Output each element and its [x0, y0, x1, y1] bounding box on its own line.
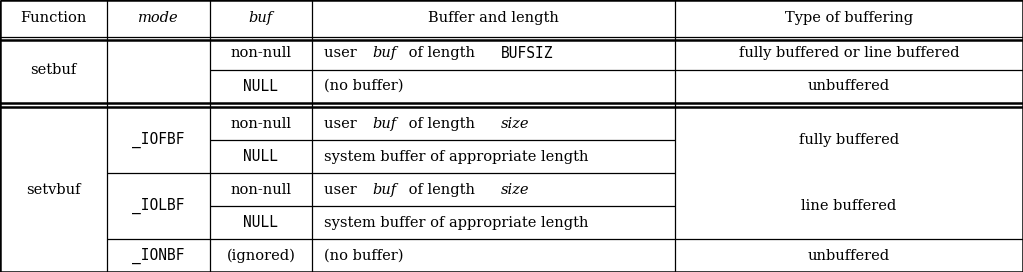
- Text: line buffered: line buffered: [801, 199, 897, 213]
- Text: non-null: non-null: [230, 183, 292, 197]
- Text: NULL: NULL: [243, 149, 278, 164]
- Text: user: user: [324, 46, 362, 60]
- Text: NULL: NULL: [243, 215, 278, 230]
- Text: user: user: [324, 183, 362, 197]
- Text: Function: Function: [20, 11, 87, 25]
- Text: setbuf: setbuf: [31, 63, 77, 77]
- Text: _IOLBF: _IOLBF: [132, 198, 185, 214]
- Text: NULL: NULL: [243, 79, 278, 94]
- Text: BUFSIZ: BUFSIZ: [501, 46, 553, 61]
- Text: user: user: [324, 117, 362, 131]
- Text: system buffer of appropriate length: system buffer of appropriate length: [324, 150, 589, 164]
- Text: _IONBF: _IONBF: [132, 248, 185, 264]
- Text: buf: buf: [372, 46, 397, 60]
- Text: non-null: non-null: [230, 46, 292, 60]
- Text: buf: buf: [372, 183, 397, 197]
- Text: of length: of length: [404, 117, 479, 131]
- Text: setvbuf: setvbuf: [27, 183, 81, 197]
- Text: non-null: non-null: [230, 117, 292, 131]
- Text: (no buffer): (no buffer): [324, 249, 404, 262]
- Text: of length: of length: [404, 46, 479, 60]
- Text: mode: mode: [138, 11, 179, 25]
- Text: Buffer and length: Buffer and length: [429, 11, 559, 25]
- Text: fully buffered: fully buffered: [799, 133, 899, 147]
- Text: unbuffered: unbuffered: [808, 79, 890, 93]
- Text: Type of buffering: Type of buffering: [785, 11, 914, 25]
- Text: buf: buf: [249, 11, 273, 25]
- Text: _IOFBF: _IOFBF: [132, 132, 185, 149]
- Text: fully buffered or line buffered: fully buffered or line buffered: [739, 46, 960, 60]
- Text: size: size: [501, 183, 530, 197]
- Text: (no buffer): (no buffer): [324, 79, 404, 93]
- Text: (ignored): (ignored): [226, 248, 296, 263]
- Text: buf: buf: [372, 117, 397, 131]
- Text: unbuffered: unbuffered: [808, 249, 890, 262]
- Text: system buffer of appropriate length: system buffer of appropriate length: [324, 216, 589, 230]
- Text: size: size: [501, 117, 530, 131]
- Text: of length: of length: [404, 183, 479, 197]
